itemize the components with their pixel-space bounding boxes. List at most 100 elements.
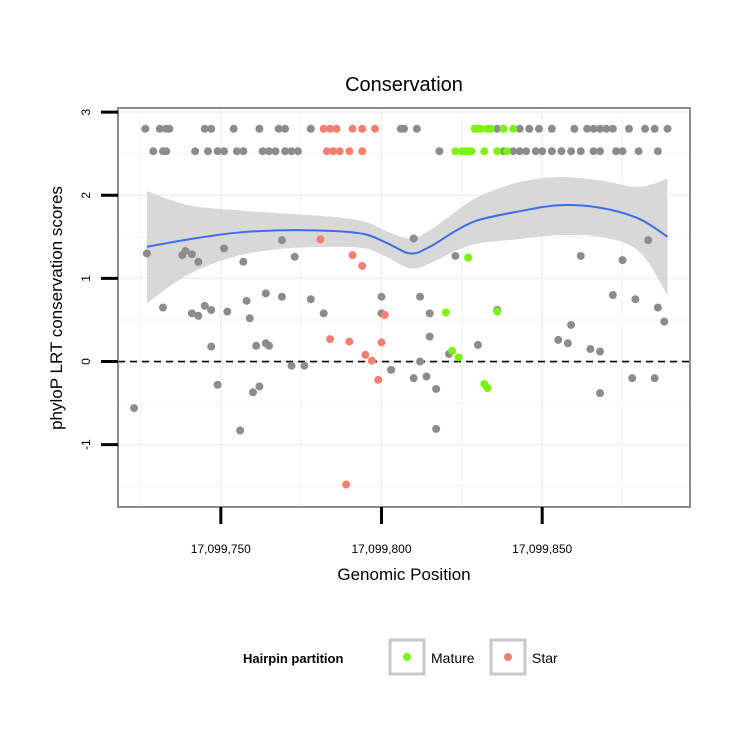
data-point-other [416,357,425,366]
data-point-mature [454,353,463,362]
data-point-other [236,426,245,435]
data-point-other [141,124,150,133]
data-point-mature [451,147,460,156]
legend-title: Hairpin partition [243,651,343,666]
data-point-other [435,147,444,156]
data-point-other [493,124,502,133]
data-point-star [374,375,383,384]
data-point-other [641,124,650,133]
data-point-other [319,309,328,318]
data-point-star [358,147,367,156]
y-tick-label: 3 [79,109,93,116]
data-point-other [409,234,418,243]
data-point-other [220,244,229,253]
y-axis: -1 0 1 2 3 [79,109,118,450]
data-point-other [628,374,637,383]
data-point-mature [493,307,502,316]
data-point-other [547,147,556,156]
data-point-other [608,291,617,300]
data-point-mature [509,124,518,133]
data-points [130,124,672,489]
data-point-other [213,380,222,389]
data-point-other [650,124,659,133]
data-point-other [522,147,531,156]
data-point-other [271,147,280,156]
data-point-other [602,124,611,133]
data-point-other [653,147,662,156]
x-tick-label: 17,099,800 [351,542,411,556]
data-point-other [631,295,640,304]
data-point-star [319,124,328,133]
data-point-star [345,337,354,346]
x-axis-label: Genomic Position [337,565,470,584]
data-point-star [322,147,331,156]
data-point-other [274,124,283,133]
data-point-other [634,147,643,156]
smooth-curve [146,204,669,255]
legend-label-star: Star [532,650,558,666]
data-point-other [290,252,299,261]
data-point-other [203,147,212,156]
data-point-mature [493,147,502,156]
data-point-other [162,147,171,156]
data-point-other [281,147,290,156]
x-axis: 17,099,750 17,099,800 17,099,850 [191,507,573,556]
legend-item-star: Star [489,638,558,676]
data-point-other [618,147,627,156]
y-axis-label: phyloP LRT conservation scores [47,186,66,430]
data-point-other [142,249,151,258]
data-point-mature [448,346,457,355]
data-point-star [345,147,354,156]
legend-dot-star [504,653,512,661]
data-point-star [316,235,325,244]
y-tick-label: 0 [79,358,93,365]
data-point-star [335,147,344,156]
data-point-other [239,147,248,156]
data-point-other [213,147,222,156]
data-point-other [570,124,579,133]
data-point-star [326,335,335,344]
data-point-other [509,147,518,156]
data-point-other [261,289,270,298]
data-point-other [534,124,543,133]
data-point-other [663,124,672,133]
data-point-other [586,345,595,354]
data-point-other [187,309,196,318]
data-point-other [293,147,302,156]
smooth-line [146,204,669,255]
data-point-other [596,389,605,398]
data-point-other [207,342,216,351]
data-point-mature [467,147,476,156]
data-point-star [380,310,389,319]
data-point-other [252,341,261,350]
data-point-other [165,124,174,133]
y-tick-label: -1 [79,439,93,450]
data-point-other [416,292,425,301]
data-point-star [377,338,386,347]
data-point-other [400,124,408,133]
data-point-other [563,339,572,348]
data-point-mature [480,147,489,156]
data-point-other [277,292,286,301]
data-point-other [412,124,421,133]
data-point-other [155,124,164,133]
y-tick-label: 1 [79,275,93,282]
data-point-mature [441,308,450,317]
data-point-star [361,350,370,359]
data-point-other [618,256,627,265]
data-point-other [194,311,203,320]
data-point-other [232,147,241,156]
data-point-other [596,347,605,356]
data-point-mature [502,147,511,156]
data-point-other [432,424,441,433]
data-point-other [589,124,598,133]
data-point-other [425,309,434,318]
data-point-other [242,296,251,305]
data-point-other [265,147,274,156]
data-point-other [191,147,200,156]
data-point-other [306,295,315,304]
data-point-other [576,147,585,156]
data-point-other [624,124,633,133]
data-point-other [187,250,196,259]
